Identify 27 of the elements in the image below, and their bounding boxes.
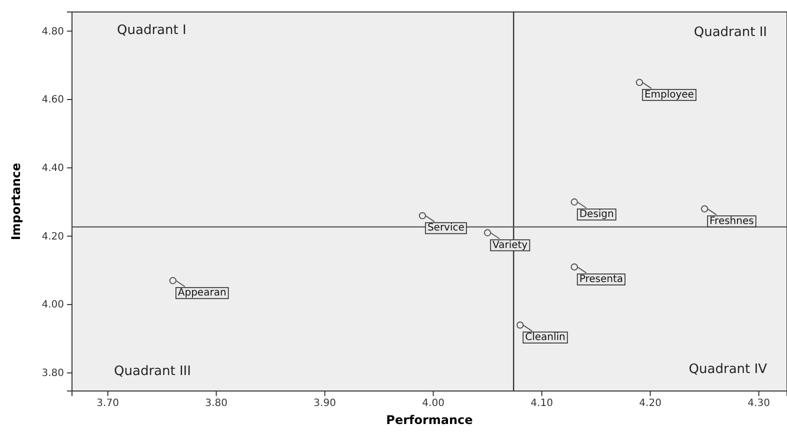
annotation: Quadrant III: [114, 364, 191, 379]
y-axis-title: Importance: [9, 162, 23, 240]
annotation: Appearan: [178, 288, 226, 299]
annotation: Design: [579, 209, 614, 220]
x-axis-title: Performance: [386, 413, 473, 427]
x-tick-label: 4.00: [422, 398, 444, 410]
annotation: Service: [427, 222, 464, 234]
y-tick-label: 4.80: [42, 26, 64, 38]
y-tick-label: 4.40: [42, 163, 64, 174]
annotation: Employee: [644, 89, 694, 100]
x-tick-label: 4.30: [748, 398, 770, 410]
annotation: Presenta: [579, 274, 623, 285]
y-tick-label: 4.00: [42, 300, 64, 311]
annotation: Cleanlin: [525, 332, 566, 344]
y-tick-label: 4.60: [42, 94, 64, 106]
annotation: Variety: [492, 240, 528, 251]
x-tick-label: 3.80: [205, 398, 228, 410]
x-tick-label: 4.10: [530, 398, 553, 410]
y-tick-label: 3.80: [42, 368, 64, 380]
x-tick-label: 4.20: [639, 398, 662, 410]
x-tick-label: 3.90: [314, 398, 336, 410]
annotation: Freshnes: [710, 216, 754, 227]
annotation: Quadrant I: [117, 23, 186, 38]
x-tick-label: 3.70: [96, 398, 119, 410]
annotation: Quadrant II: [694, 25, 767, 40]
annotation: Quadrant IV: [688, 362, 768, 377]
y-tick-label: 4.20: [42, 231, 64, 242]
